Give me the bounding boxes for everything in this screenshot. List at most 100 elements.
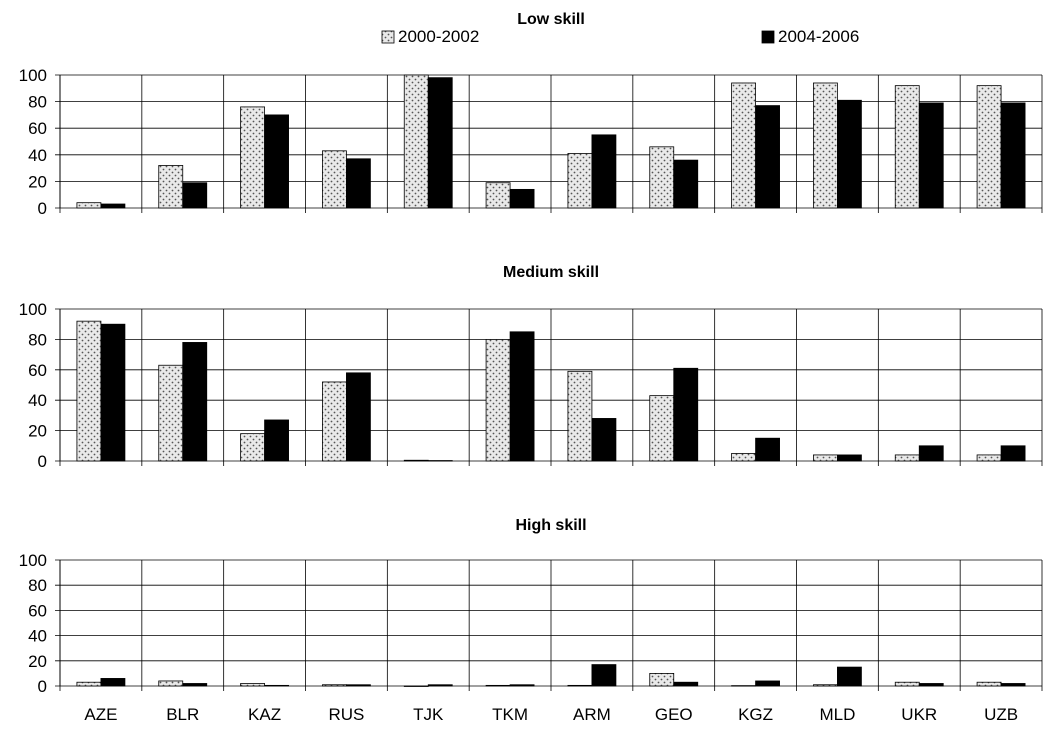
y-tick-label: 60 <box>28 361 47 380</box>
bar <box>485 338 511 462</box>
y-tick-label: 40 <box>28 146 47 165</box>
x-tick-label: AZE <box>84 705 117 724</box>
x-tick-label: KAZ <box>248 705 281 724</box>
x-tick-label: RUS <box>328 705 364 724</box>
bar <box>240 683 265 687</box>
bar <box>567 684 593 687</box>
bar <box>100 678 126 687</box>
legend-label: 2004-2006 <box>778 27 859 46</box>
y-tick-label: 40 <box>28 391 47 410</box>
y-tick-label: 20 <box>28 422 47 441</box>
bar <box>649 146 675 209</box>
bar <box>894 85 920 209</box>
bar <box>182 683 208 687</box>
bar <box>76 320 102 462</box>
bar <box>755 680 780 687</box>
bar <box>264 419 289 462</box>
bar <box>591 418 617 462</box>
bar <box>673 681 699 687</box>
bar <box>1000 683 1026 687</box>
legend-label: 2000-2002 <box>398 27 479 46</box>
y-tick-label: 60 <box>28 119 47 138</box>
bar <box>346 372 371 462</box>
bar <box>976 681 1002 687</box>
bar <box>158 680 184 687</box>
y-tick-label: 0 <box>38 199 47 218</box>
bar <box>567 153 593 209</box>
bar <box>731 452 756 462</box>
bar <box>837 99 862 209</box>
bar <box>346 158 371 209</box>
bar <box>346 684 371 687</box>
bar <box>591 134 617 209</box>
bar <box>509 684 535 687</box>
bar <box>755 437 780 462</box>
y-tick-label: 20 <box>28 652 47 671</box>
bar <box>76 681 102 687</box>
bar <box>673 367 699 462</box>
chart-title: Low skill <box>517 11 585 28</box>
bar <box>813 454 838 462</box>
x-tick-label: BLR <box>166 705 199 724</box>
x-tick-label: ARM <box>573 705 611 724</box>
legend-swatch <box>761 30 775 44</box>
x-tick-label: UKR <box>901 705 937 724</box>
chart-title: High skill <box>515 517 586 534</box>
chart-title: Medium skill <box>503 264 599 281</box>
x-tick-label: TKM <box>492 705 528 724</box>
x-tick-label: MLD <box>819 705 855 724</box>
bar <box>182 182 208 209</box>
bar <box>591 664 617 687</box>
bar <box>567 370 593 462</box>
bar <box>427 684 453 687</box>
bar <box>731 82 756 209</box>
bar <box>100 323 126 462</box>
bar <box>509 188 535 209</box>
bar <box>485 182 511 209</box>
x-tick-label: TJK <box>413 705 444 724</box>
y-tick-label: 60 <box>28 601 47 620</box>
bar <box>976 454 1002 462</box>
y-tick-label: 80 <box>28 93 47 112</box>
bar <box>322 684 347 687</box>
bar <box>76 202 102 209</box>
bar <box>182 342 208 462</box>
y-tick-label: 100 <box>19 551 47 570</box>
bar <box>322 381 347 462</box>
bar <box>158 165 184 209</box>
bar <box>894 681 920 687</box>
bar <box>837 666 862 687</box>
x-tick-label: UZB <box>984 705 1018 724</box>
bar <box>894 454 920 462</box>
bar <box>837 454 862 462</box>
bar <box>403 459 429 462</box>
bar <box>813 82 838 209</box>
bar <box>731 685 756 687</box>
y-tick-label: 0 <box>38 677 47 696</box>
bar <box>485 684 511 687</box>
bar <box>264 114 289 209</box>
y-tick-label: 100 <box>19 300 47 319</box>
bar <box>976 85 1002 209</box>
bar <box>100 203 126 209</box>
bar <box>322 150 347 209</box>
bar <box>1000 445 1026 462</box>
bar <box>264 684 289 687</box>
bar <box>403 685 429 687</box>
bar <box>813 684 838 687</box>
bar <box>918 683 944 687</box>
bar <box>509 331 535 462</box>
bar <box>240 106 265 209</box>
bar <box>649 673 675 687</box>
y-tick-label: 80 <box>28 576 47 595</box>
x-tick-label: KGZ <box>738 705 773 724</box>
bar <box>673 159 699 209</box>
bar <box>403 74 429 209</box>
bar <box>1000 102 1026 209</box>
bar <box>918 102 944 209</box>
bar <box>240 433 265 462</box>
legend-swatch <box>381 30 395 44</box>
y-tick-label: 80 <box>28 330 47 349</box>
